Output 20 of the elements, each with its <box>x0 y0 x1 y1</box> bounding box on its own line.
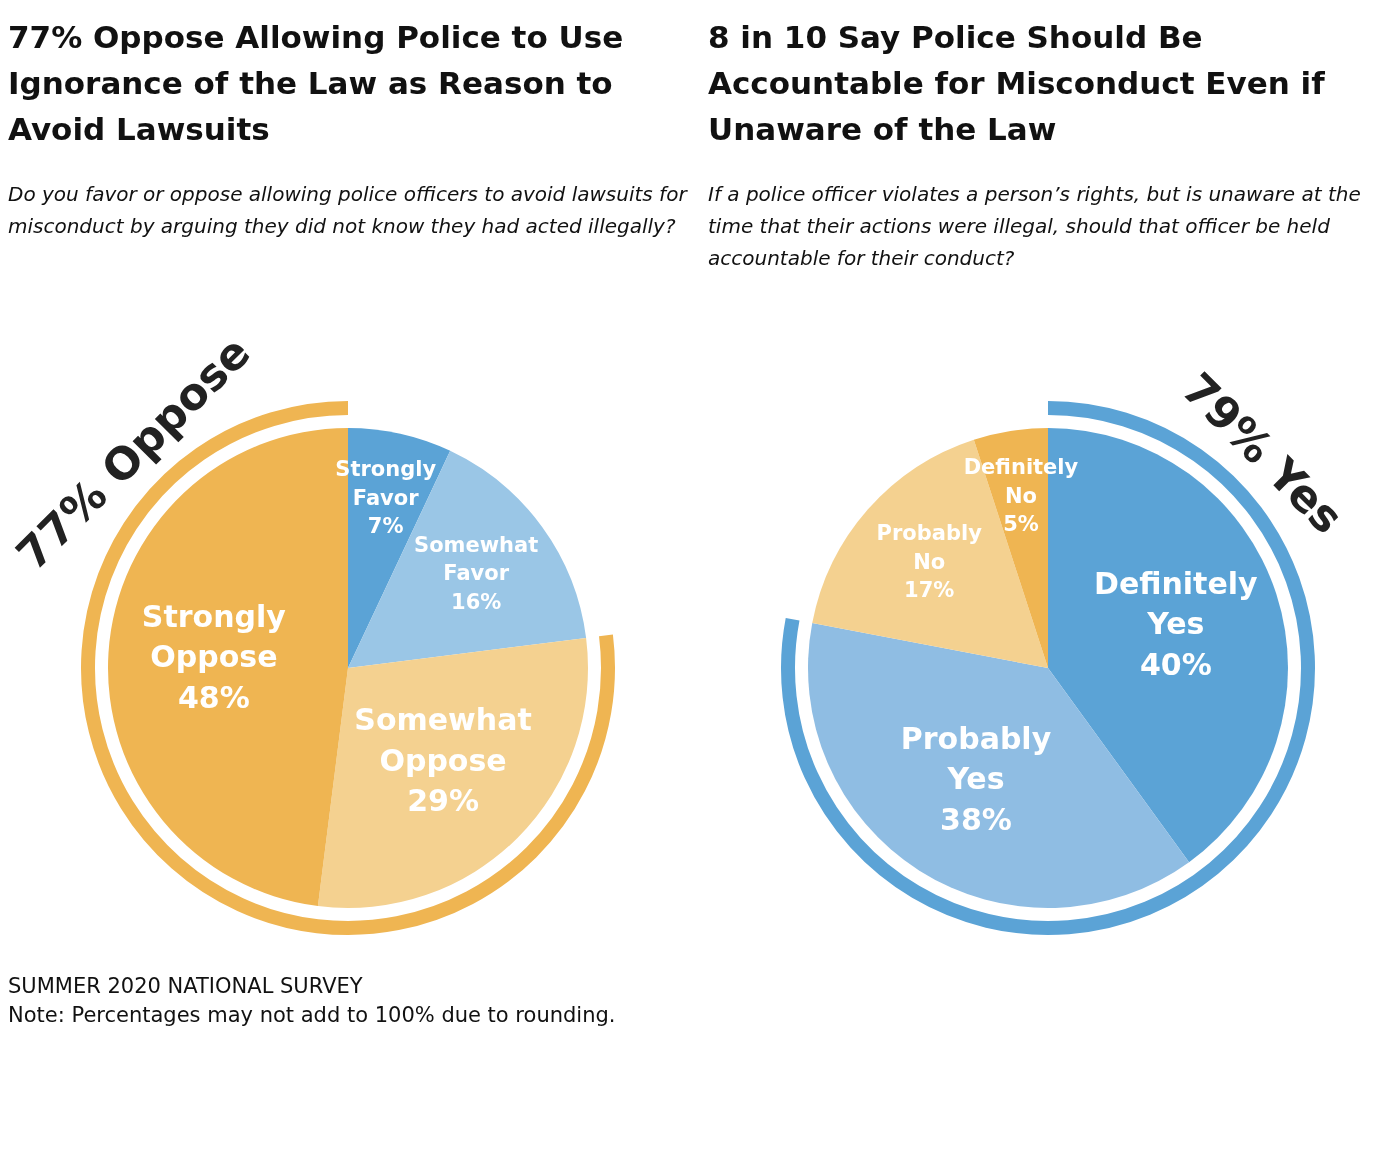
slice-label: Definitely Yes <box>1093 565 1259 642</box>
slice-label: Strongly Oppose <box>141 598 287 675</box>
data-label: 5% <box>1003 512 1039 537</box>
slice-label: Somewhat Favor <box>414 533 539 586</box>
text: SUMMER 2020 NATIONAL SURVEY <box>8 973 364 1000</box>
data-label: 29% <box>407 783 479 819</box>
data-label: 16% <box>451 589 502 614</box>
chart-subtitle: If a police officer violates a person’s rights, but is unaware at the time that their actions were illegal, should that officer be held accountable for their conduct? <box>708 181 1362 272</box>
slice-label: Somewhat Oppose <box>354 702 532 778</box>
chart-subtitle: Do you favor or oppose allowing police officers to avoid lawsuits for misconduct by arguing they did not know they had acted illegally? <box>8 181 688 240</box>
text: Note: Percentages may not add to 100% due to rounding. <box>8 1002 617 1029</box>
data-label: 17% <box>904 578 955 603</box>
data-label: 38% <box>940 801 1012 837</box>
slice-label: Probably Yes <box>900 720 1052 797</box>
data-label: 48% <box>177 679 250 715</box>
chart-title: 77% Oppose Allowing Police to Use Ignorance of the Law as Reason to Avoid Lawsuits <box>8 18 625 149</box>
data-label: 40% <box>1139 646 1212 682</box>
data-label: 7% <box>367 514 404 539</box>
chart-title: 8 in 10 Say Police Should Be Accountable for Misconduct Even if Unaware of the Law <box>708 18 1326 149</box>
slice-label: Probably No <box>876 521 983 574</box>
